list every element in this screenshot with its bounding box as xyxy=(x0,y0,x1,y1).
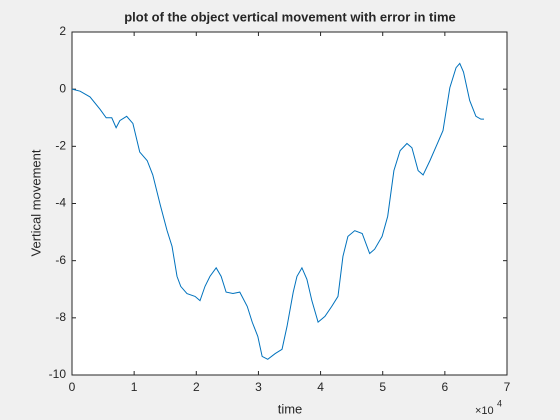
x-tick-label: 3 xyxy=(255,380,262,394)
x-tick-label: 4 xyxy=(317,380,324,394)
y-tick-label: -2 xyxy=(55,139,66,153)
y-tick-label: -6 xyxy=(55,253,66,267)
y-tick-label: 2 xyxy=(59,24,66,38)
x-tick-label: 7 xyxy=(504,380,511,394)
x-exponent-base: ×10 xyxy=(475,405,494,417)
x-tick-label: 1 xyxy=(131,380,138,394)
plot-area xyxy=(72,32,507,375)
x-tick-label: 5 xyxy=(379,380,386,394)
y-tick-label: 0 xyxy=(59,81,66,95)
x-tick-label: 0 xyxy=(69,380,76,394)
data-line xyxy=(71,62,485,360)
chart-title: plot of the object vertical movement wit… xyxy=(124,9,456,24)
y-tick-label: -10 xyxy=(49,367,67,381)
x-exponent: 4 xyxy=(497,398,502,408)
y-tick-label: -4 xyxy=(55,196,66,210)
y-tick-label: -8 xyxy=(55,310,66,324)
y-axis-label: Vertical movement xyxy=(28,149,43,256)
axes-box xyxy=(71,31,508,376)
x-axis-label: time xyxy=(278,401,303,416)
x-tick-label: 2 xyxy=(193,380,200,394)
x-tick-label: 6 xyxy=(442,380,449,394)
